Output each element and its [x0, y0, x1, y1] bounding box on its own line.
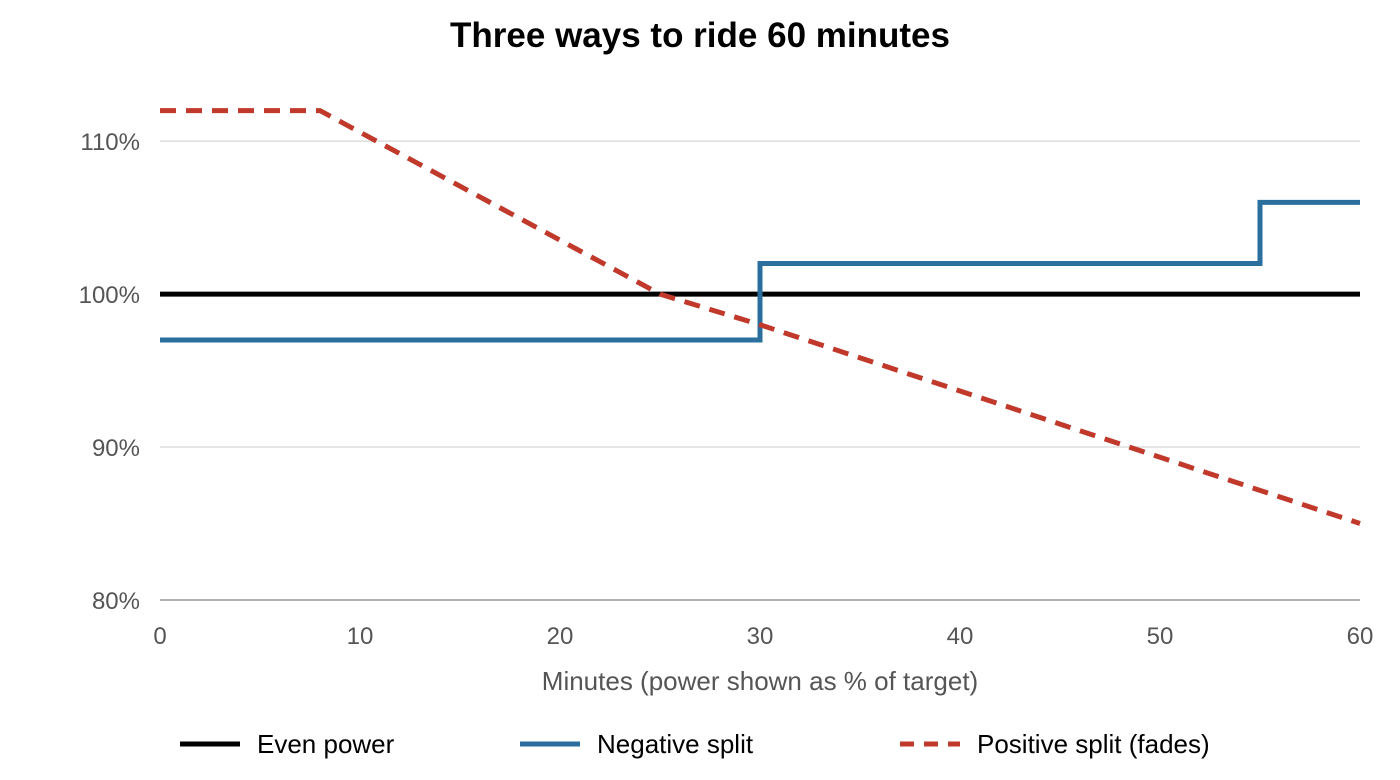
- series-line-2: [160, 199, 1360, 343]
- x-tick-label: 10: [347, 623, 374, 650]
- axes: 80% 90% 100% 110% 0 10 20 30 40 50 60: [79, 129, 1374, 650]
- x-tick-label: 60: [1347, 623, 1374, 650]
- x-axis-label: Minutes (power shown as % of target): [542, 666, 978, 696]
- legend: Even power Negative split Positive split (…: [180, 729, 1210, 759]
- y-tick-label: 90%: [92, 435, 140, 462]
- chart-title: Three ways to ride 60 minutes: [450, 16, 950, 55]
- y-tick-label: 80%: [92, 588, 140, 615]
- legend-label: Positive split (fades): [977, 729, 1210, 759]
- y-tick-label: 100%: [79, 282, 140, 309]
- plot-area: [160, 108, 1361, 526]
- legend-label: Negative split: [597, 729, 754, 759]
- x-tick-label: 50: [1147, 623, 1174, 650]
- x-tick-label: 40: [947, 623, 974, 650]
- x-tick-label: 30: [747, 623, 774, 650]
- y-tick-label: 110%: [80, 129, 140, 156]
- x-tick-label: 20: [547, 623, 574, 650]
- x-tick-label: 0: [153, 623, 166, 650]
- legend-label: Even power: [257, 729, 395, 759]
- series-line-3: [160, 108, 1361, 526]
